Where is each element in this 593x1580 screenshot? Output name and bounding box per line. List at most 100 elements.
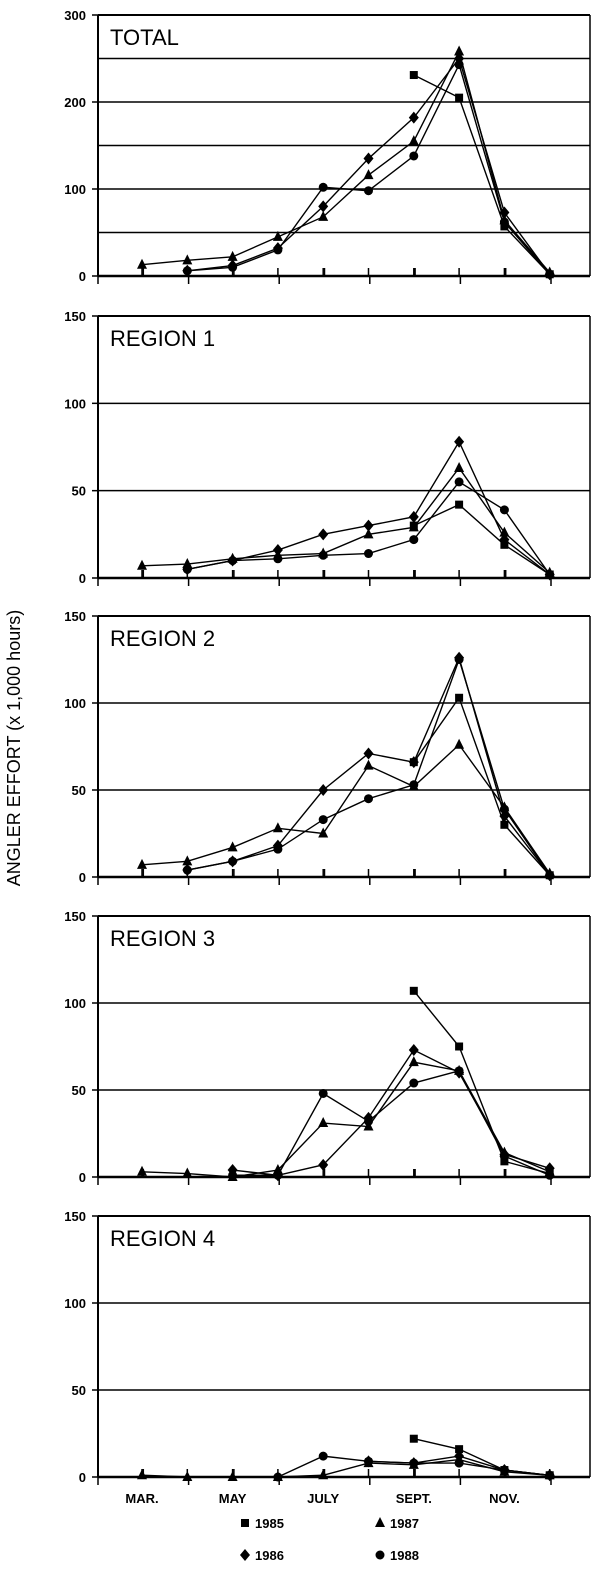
data-point-1985 bbox=[455, 1042, 464, 1051]
series-line-1986 bbox=[187, 56, 551, 275]
data-point-1985 bbox=[500, 1157, 509, 1166]
y-tick-label: 0 bbox=[79, 269, 86, 284]
y-tick-label: 300 bbox=[64, 8, 86, 23]
legend-marker-circle bbox=[375, 1550, 385, 1560]
data-point-1987 bbox=[182, 1167, 193, 1178]
data-point-1987 bbox=[137, 1165, 147, 1176]
data-point-1987 bbox=[318, 210, 329, 221]
data-point-1988 bbox=[182, 564, 192, 574]
data-point-1988 bbox=[273, 844, 283, 854]
legend-marker-diamond bbox=[240, 1549, 250, 1561]
data-point-1986 bbox=[318, 1158, 329, 1171]
data-point-1985 bbox=[409, 71, 418, 80]
legend-label: 1988 bbox=[390, 1548, 419, 1563]
y-tick-label: 150 bbox=[64, 609, 86, 624]
series-1987 bbox=[137, 461, 555, 577]
series-line-1985 bbox=[413, 503, 551, 576]
legend-marker-square bbox=[241, 1519, 249, 1527]
data-point-1987 bbox=[408, 521, 419, 532]
data-point-1988 bbox=[182, 865, 192, 875]
data-point-1988 bbox=[318, 1088, 328, 1098]
data-point-1988 bbox=[409, 1458, 419, 1468]
data-point-1987 bbox=[318, 827, 329, 838]
series-1987 bbox=[137, 738, 555, 878]
y-tick-label: 50 bbox=[72, 1383, 86, 1398]
x-tick-label: MAY bbox=[219, 1491, 247, 1506]
data-point-1988 bbox=[182, 266, 192, 276]
series-1987 bbox=[137, 45, 555, 277]
panel-2: 0 50 100 150 REGION 1 bbox=[64, 309, 591, 586]
data-point-1988 bbox=[318, 550, 328, 560]
data-point-1988 bbox=[228, 856, 238, 866]
data-point-1988 bbox=[454, 1066, 464, 1076]
data-point-1987 bbox=[499, 526, 510, 537]
data-point-1986 bbox=[408, 756, 419, 769]
data-point-1985 bbox=[455, 93, 464, 102]
series-line-1987 bbox=[141, 466, 551, 574]
data-point-1988 bbox=[409, 151, 419, 161]
data-point-1988 bbox=[454, 60, 464, 70]
legend-item-1987: 1987 bbox=[375, 1516, 419, 1531]
legend-item-1988: 1988 bbox=[375, 1548, 419, 1563]
legend-marker-triangle bbox=[375, 1517, 385, 1527]
y-tick-label: 50 bbox=[72, 1083, 86, 1098]
series-1988 bbox=[182, 477, 555, 580]
data-point-1988 bbox=[364, 794, 373, 804]
data-point-1987 bbox=[137, 1469, 147, 1480]
data-point-1988 bbox=[273, 1170, 283, 1180]
series-1985 bbox=[409, 500, 554, 579]
data-point-1988 bbox=[228, 1170, 238, 1180]
data-point-1988 bbox=[409, 535, 419, 545]
data-point-1988 bbox=[364, 1456, 373, 1466]
y-tick-label: 150 bbox=[64, 309, 86, 324]
data-point-1987 bbox=[363, 528, 374, 539]
x-tick-label: NOV. bbox=[489, 1491, 520, 1506]
data-point-1988 bbox=[454, 1458, 464, 1468]
data-point-1986 bbox=[318, 784, 329, 796]
series-line-1987 bbox=[141, 1458, 550, 1478]
x-tick-label: SEPT. bbox=[396, 1491, 432, 1506]
data-point-1987 bbox=[272, 822, 283, 833]
data-point-1988 bbox=[545, 1470, 555, 1480]
data-point-1987 bbox=[227, 250, 238, 261]
panel-title: REGION 2 bbox=[110, 626, 215, 651]
panel-title: REGION 4 bbox=[110, 1226, 215, 1251]
data-point-1988 bbox=[499, 217, 509, 227]
data-point-1988 bbox=[499, 1151, 509, 1161]
data-point-1985 bbox=[455, 693, 464, 702]
data-point-1988 bbox=[545, 870, 555, 880]
series-1985 bbox=[409, 986, 554, 1178]
series-line-1987 bbox=[141, 49, 551, 273]
data-point-1988 bbox=[273, 1472, 283, 1482]
data-point-1986 bbox=[408, 510, 419, 523]
panel-3: 0 50 100 150 REGION 2 bbox=[64, 609, 591, 885]
legend-item-1985: 1985 bbox=[241, 1516, 284, 1531]
data-point-1987 bbox=[137, 858, 147, 869]
data-point-1987 bbox=[137, 258, 147, 269]
panel-title: TOTAL bbox=[110, 25, 179, 50]
panel-5: 0 50 100 150 REGION 4 bbox=[64, 1209, 591, 1485]
y-tick-label: 150 bbox=[64, 1209, 86, 1224]
data-point-1985 bbox=[409, 1434, 418, 1443]
y-tick-label: 0 bbox=[79, 1170, 86, 1185]
data-point-1985 bbox=[455, 500, 464, 509]
data-point-1988 bbox=[228, 262, 238, 272]
series-line-1985 bbox=[413, 696, 551, 876]
y-tick-label: 150 bbox=[64, 909, 86, 924]
data-point-1988 bbox=[364, 549, 373, 559]
data-point-1988 bbox=[318, 1451, 328, 1461]
panel-1: 0 100 200 300 TOTAL bbox=[64, 8, 591, 284]
data-point-1988 bbox=[318, 815, 328, 825]
data-point-1988 bbox=[273, 554, 283, 564]
data-point-1986 bbox=[318, 528, 329, 541]
data-point-1987 bbox=[408, 1056, 419, 1067]
data-point-1987 bbox=[454, 45, 465, 56]
data-point-1985 bbox=[455, 1445, 464, 1454]
panel-title: REGION 1 bbox=[110, 326, 215, 351]
data-point-1987 bbox=[454, 738, 465, 749]
series-line-1985 bbox=[413, 1438, 550, 1476]
y-tick-label: 50 bbox=[72, 484, 86, 499]
panel-4: 0 50 100 150 REGION 3 bbox=[64, 909, 591, 1185]
series-1988 bbox=[228, 1066, 555, 1180]
